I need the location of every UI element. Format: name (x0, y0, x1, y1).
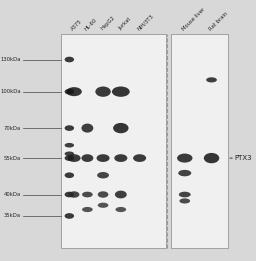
Ellipse shape (69, 191, 79, 198)
FancyBboxPatch shape (170, 34, 228, 248)
FancyBboxPatch shape (61, 34, 166, 248)
Ellipse shape (65, 173, 74, 178)
Ellipse shape (65, 125, 74, 131)
Ellipse shape (178, 170, 191, 176)
Ellipse shape (65, 155, 74, 161)
Ellipse shape (115, 207, 126, 212)
Ellipse shape (133, 154, 146, 162)
Ellipse shape (66, 87, 82, 96)
Ellipse shape (206, 77, 217, 82)
Ellipse shape (179, 198, 190, 204)
Ellipse shape (114, 154, 127, 162)
Ellipse shape (65, 192, 74, 197)
Ellipse shape (95, 86, 111, 97)
Text: Mouse liver: Mouse liver (181, 6, 206, 31)
Ellipse shape (68, 154, 81, 162)
Ellipse shape (177, 153, 193, 163)
Text: 70kDa: 70kDa (4, 126, 21, 130)
Text: 55kDa: 55kDa (4, 156, 21, 161)
Ellipse shape (97, 154, 110, 162)
Ellipse shape (98, 203, 108, 208)
Text: NIH/3T3: NIH/3T3 (136, 13, 154, 31)
Ellipse shape (65, 89, 74, 94)
Ellipse shape (204, 153, 219, 163)
Ellipse shape (113, 123, 129, 133)
Ellipse shape (81, 123, 93, 133)
Text: 130kDa: 130kDa (1, 57, 21, 62)
Text: A375: A375 (71, 18, 84, 31)
Ellipse shape (65, 143, 74, 147)
Text: PTX3: PTX3 (235, 155, 252, 161)
Ellipse shape (115, 191, 127, 198)
Text: 35kDa: 35kDa (4, 213, 21, 218)
Text: 40kDa: 40kDa (4, 192, 21, 197)
Text: Jurkat: Jurkat (117, 17, 132, 31)
Ellipse shape (65, 57, 74, 62)
Text: 100kDa: 100kDa (1, 89, 21, 94)
Text: Rat brain: Rat brain (208, 10, 229, 31)
Ellipse shape (65, 151, 74, 156)
Ellipse shape (97, 172, 109, 179)
Ellipse shape (98, 191, 108, 198)
Ellipse shape (82, 192, 93, 197)
Ellipse shape (112, 86, 130, 97)
Ellipse shape (179, 192, 191, 197)
Ellipse shape (82, 207, 93, 212)
Ellipse shape (81, 154, 93, 162)
Ellipse shape (65, 213, 74, 219)
Text: HL-60: HL-60 (84, 17, 98, 31)
Text: HepG2: HepG2 (100, 15, 116, 31)
